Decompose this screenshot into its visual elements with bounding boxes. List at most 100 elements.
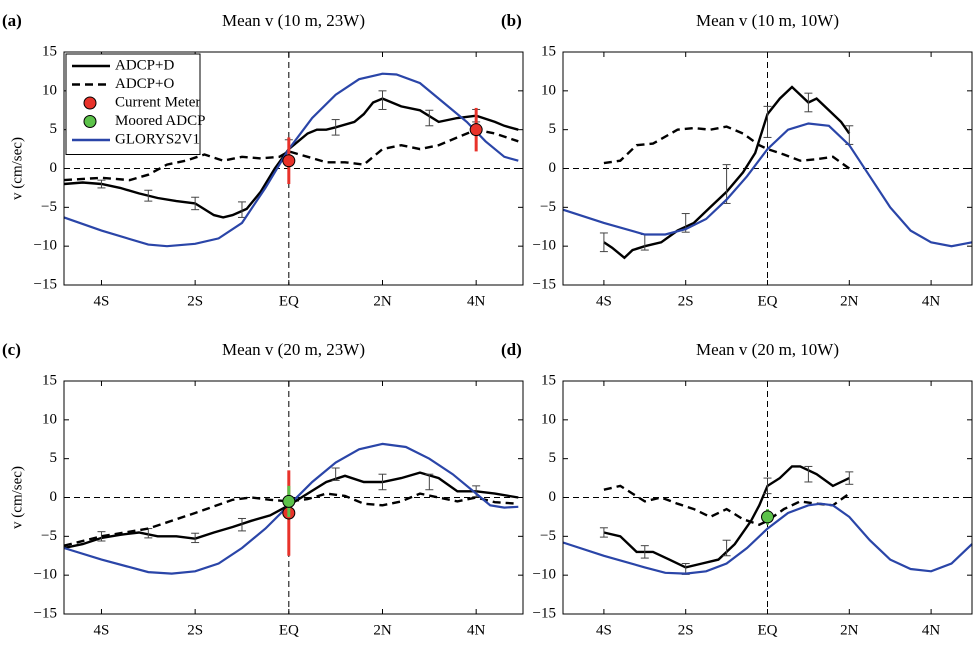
y-tick-label: 5 [549,450,557,466]
x-tick-label: 2N [840,293,859,309]
x-tick-label: EQ [279,622,299,638]
panel: (b) Mean v (10 m, 10W) −15 −10 −5 0 5 10 15 4S 2S E… [501,11,973,309]
data-point [282,154,296,168]
y-tick-label: −15 [34,605,57,621]
error-bar [191,196,200,211]
y-tick-label: −5 [540,199,556,215]
legend: ADCP+D ADCP+O Current Meter Moored ADCP GLOR… [65,53,205,155]
panel-label: (b) [501,11,522,30]
error-bar [425,473,434,491]
series-line [63,442,519,575]
x-tick-label: EQ [758,622,778,638]
panel-label: (a) [2,11,22,30]
panel-label: (c) [2,340,21,359]
y-tick-label: −15 [533,605,556,621]
legend-label: ADCP+D [115,57,174,73]
series-line [63,97,519,219]
error-bar [763,105,772,138]
plot-frame [63,51,524,286]
y-tick-label: −5 [41,199,57,215]
y-tick-label: 10 [541,411,556,427]
x-tick-label: EQ [758,293,778,309]
error-bar [97,179,106,189]
error-bar [331,119,340,136]
x-tick-label: 2S [187,293,203,309]
error-bar [191,532,200,544]
y-tick-label: −10 [34,567,57,583]
panel: (d) Mean v (20 m, 10W) −15 −10 −5 0 5 10 15 4S 2S E… [501,340,973,638]
series-line [63,128,519,182]
error-bar [144,189,153,202]
panel-title: Mean v (20 m, 10W) [696,340,839,359]
x-tick-label: 4N [922,622,941,638]
error-bar [599,232,608,253]
panel-title: Mean v (10 m, 23W) [222,11,365,30]
legend-label: GLORYS2V1 [115,131,200,147]
y-tick-label: 5 [549,121,557,137]
x-tick-label: 4N [467,293,486,309]
y-tick-label: 15 [541,372,556,388]
y-tick-label: −5 [540,528,556,544]
error-bar [599,527,608,538]
legend-marker [83,96,97,110]
y-tick-label: 0 [50,489,58,505]
panel: (c) Mean v (20 m, 23W) v (cm/sec) −15 −10 −5 0… [2,340,524,638]
series-line [562,502,973,575]
error-bar [378,90,387,110]
legend-marker [83,115,97,128]
y-tick-label: 10 [42,411,57,427]
y-tick-label: −5 [41,528,57,544]
plot-frame [562,380,973,615]
panel: (a) Mean v (10 m, 23W) v (cm/sec) −15 −10 −5 0… [2,11,524,309]
y-tick-label: −15 [533,276,556,292]
data-point [761,510,774,524]
y-axis-label: v (cm/sec) [9,137,25,200]
y-tick-label: 5 [50,121,58,137]
x-tick-label: 4S [596,622,612,638]
x-tick-label: 2S [187,622,203,638]
x-tick-label: 4S [94,293,110,309]
error-bar [97,531,106,542]
x-tick-label: 4S [94,622,110,638]
series-line [562,122,973,248]
y-tick-label: 15 [42,43,57,59]
x-tick-label: 2N [840,622,859,638]
error-bar [804,465,813,483]
plot-frame [562,51,973,286]
x-tick-label: 4N [467,622,486,638]
error-bar [425,109,434,127]
y-tick-label: −15 [34,276,57,292]
series-line [603,85,851,260]
y-tick-label: 5 [50,450,58,466]
y-tick-label: 0 [549,489,557,505]
error-bar [237,517,246,532]
series-line [63,492,519,547]
y-axis-label: v (cm/sec) [9,466,25,529]
panel-label: (d) [501,340,522,359]
legend-label: Current Meter [115,94,200,110]
x-tick-label: 4N [922,293,941,309]
series-line [603,125,850,170]
y-tick-label: −10 [34,238,57,254]
y-tick-label: 15 [541,43,556,59]
x-tick-label: 2S [678,622,694,638]
series-line [603,484,850,526]
error-bar [331,467,340,481]
series-line [63,72,519,248]
y-tick-label: 10 [541,82,556,98]
x-tick-label: 2N [373,293,392,309]
y-tick-label: 0 [549,160,557,176]
y-tick-label: −10 [533,567,556,583]
y-tick-label: 10 [42,82,57,98]
x-tick-label: 4S [596,293,612,309]
series-line [603,465,850,569]
legend-label: ADCP+O [115,76,174,92]
panel-title: Mean v (20 m, 23W) [222,340,365,359]
y-tick-label: −10 [533,238,556,254]
error-bar [378,473,387,491]
legend-label: Moored ADCP [115,113,205,129]
data-point [469,123,483,137]
x-tick-label: EQ [279,293,299,309]
error-bar [640,545,649,559]
